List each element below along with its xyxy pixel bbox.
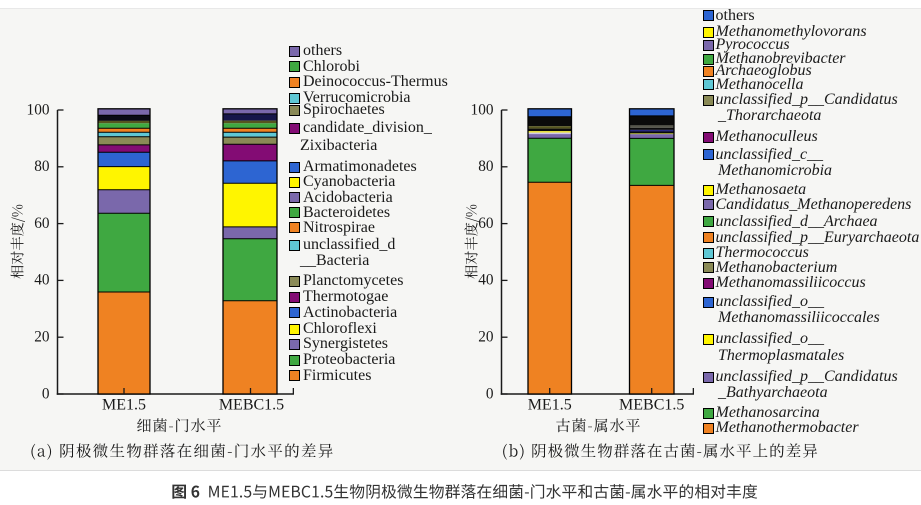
svg-text:60: 60 (478, 215, 494, 232)
svg-text:ME1.5: ME1.5 (528, 397, 572, 414)
svg-text:20: 20 (34, 329, 50, 346)
svg-text:100: 100 (27, 101, 50, 118)
svg-text:40: 40 (478, 272, 494, 289)
svg-text:80: 80 (478, 158, 494, 175)
svg-text:ME1.5: ME1.5 (102, 397, 146, 414)
svg-text:0: 0 (42, 385, 50, 402)
svg-text:20: 20 (478, 329, 494, 346)
svg-text:40: 40 (34, 272, 50, 289)
svg-text:80: 80 (34, 158, 50, 175)
svg-text:MEBC1.5: MEBC1.5 (619, 397, 684, 414)
svg-text:100: 100 (471, 101, 494, 118)
svg-text:MEBC1.5: MEBC1.5 (219, 397, 284, 414)
svg-text:0: 0 (486, 385, 494, 402)
svg-text:60: 60 (34, 215, 50, 232)
